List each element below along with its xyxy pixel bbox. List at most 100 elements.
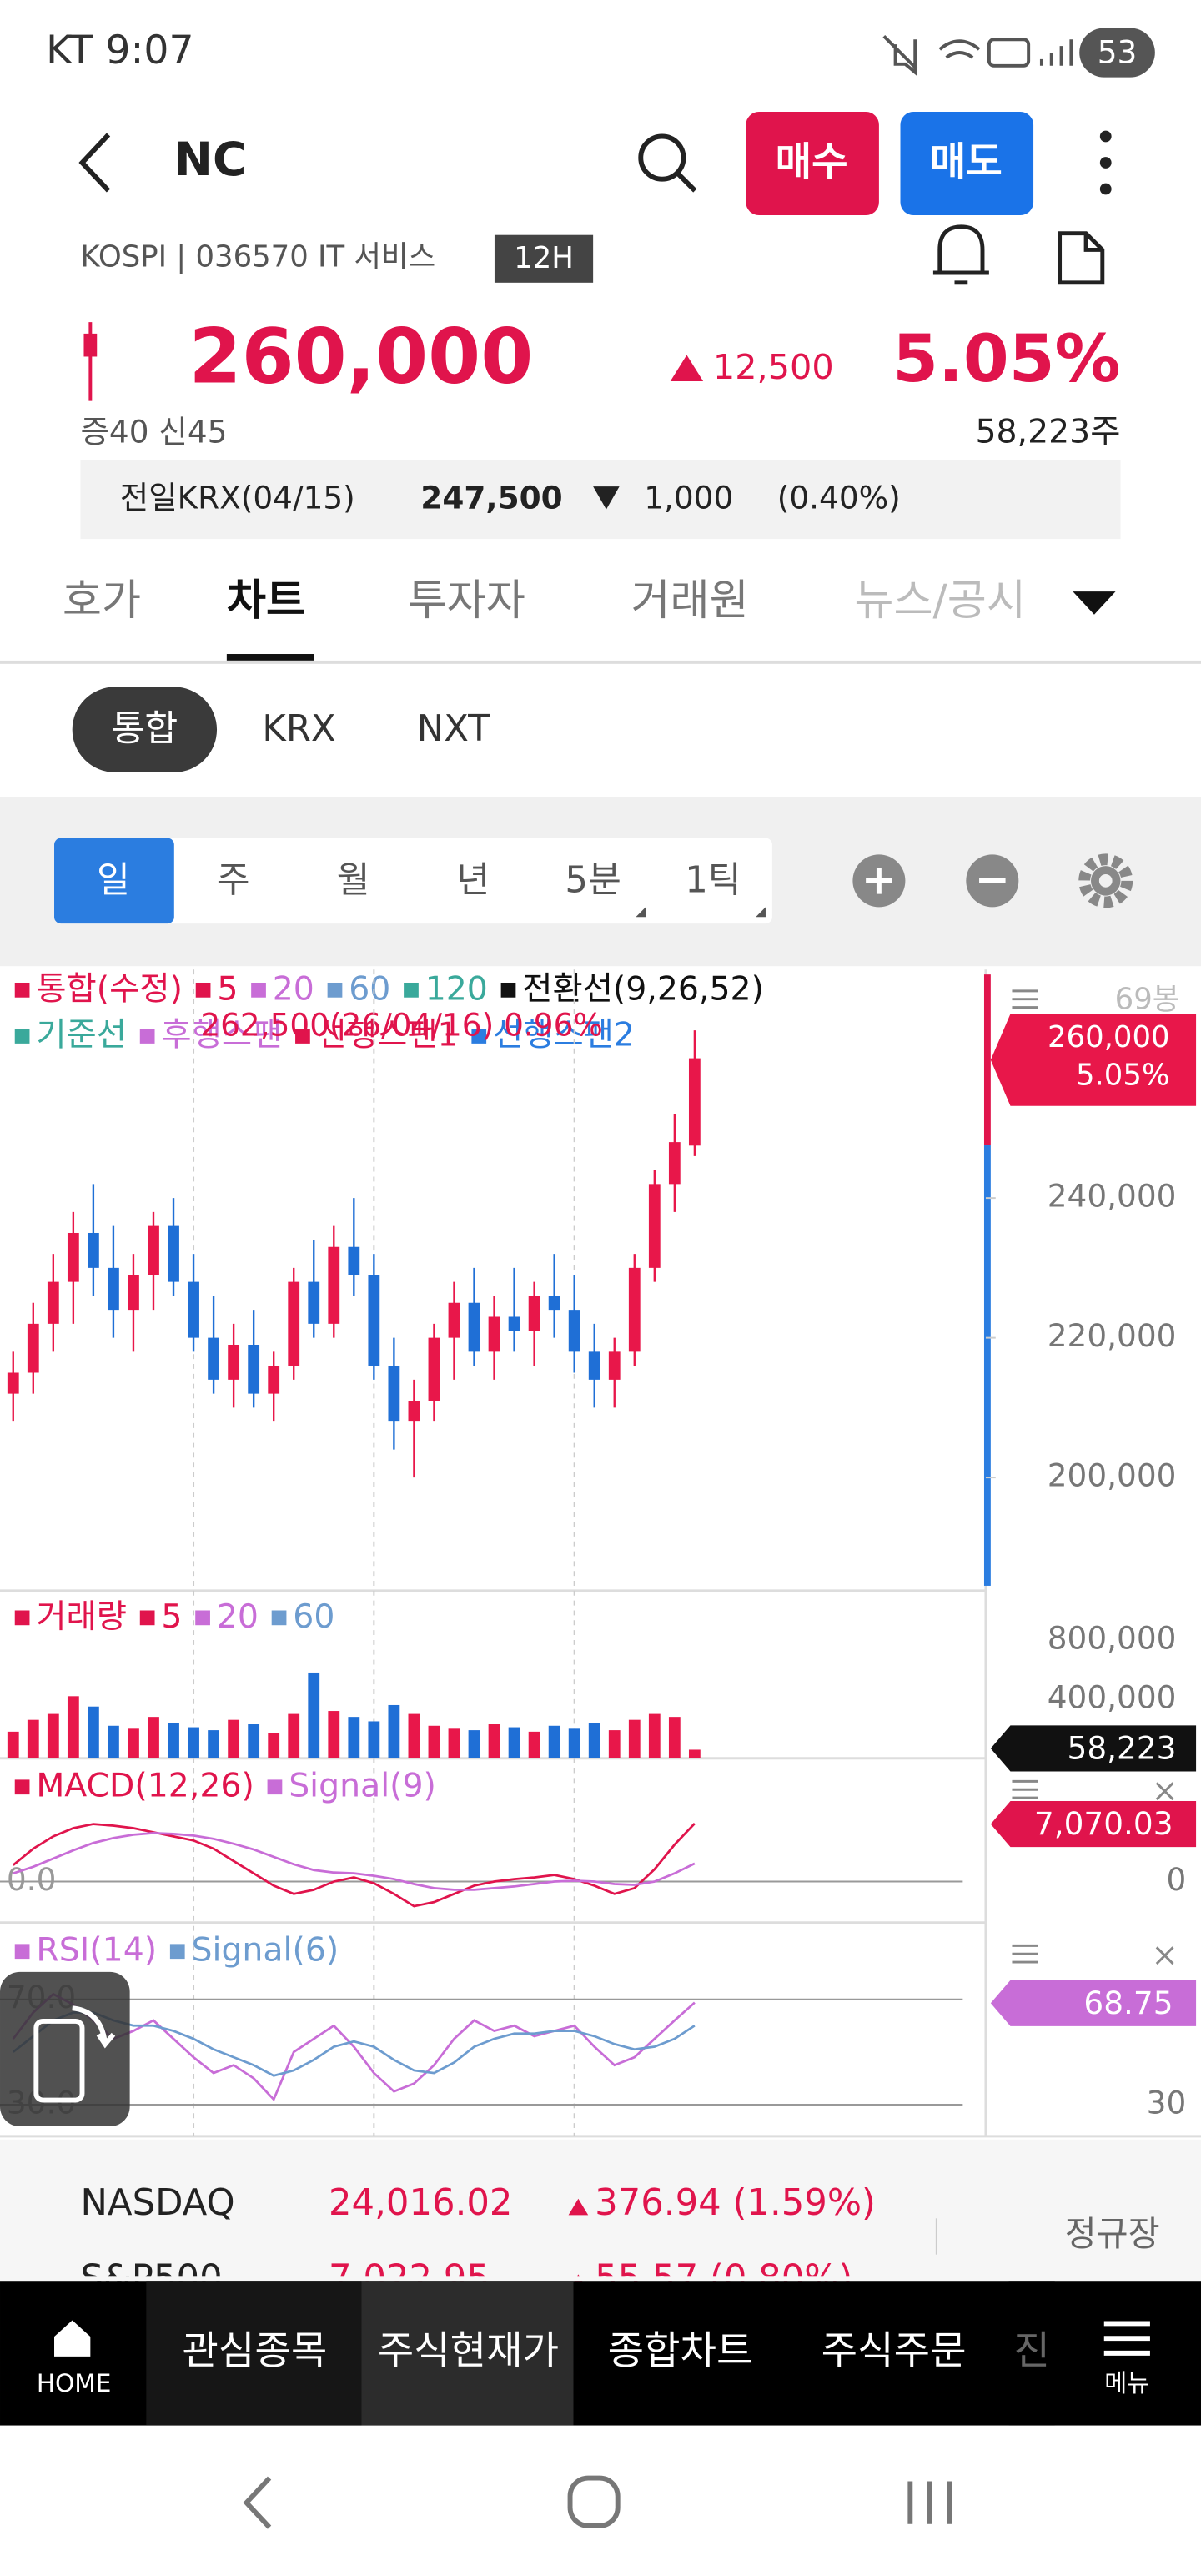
nav-item-bg — [146, 2281, 362, 2426]
ticker-area — [0, 2139, 1201, 2282]
exchange-tab[interactable]: NXT — [417, 708, 490, 750]
volume-bar — [568, 1728, 580, 1758]
period-tab[interactable]: 월 — [337, 859, 370, 901]
nav-item[interactable]: 관심종목 — [182, 2328, 327, 2374]
down-arrow — [593, 486, 620, 510]
candle-body — [27, 1323, 39, 1373]
volume-bar — [628, 1719, 641, 1758]
memo-button[interactable] — [1058, 231, 1105, 285]
volume-bar — [27, 1719, 39, 1758]
candle-body — [108, 1267, 119, 1311]
back-button[interactable] — [78, 133, 111, 193]
y-tick-label: 30 — [1147, 2084, 1187, 2121]
prev-price: 247,500 — [420, 479, 562, 516]
tab-more[interactable] — [1073, 591, 1116, 615]
candle-body — [148, 1225, 159, 1275]
zoom-out[interactable] — [966, 854, 1019, 908]
nav-item[interactable]: 메뉴 — [1104, 2369, 1149, 2397]
volume-bar — [508, 1727, 520, 1758]
candle-body — [688, 1058, 701, 1146]
volume-bar — [67, 1696, 79, 1758]
legend-swatch — [404, 982, 419, 998]
pane-menu — [1012, 1944, 1038, 1964]
legend-label: 통합(수정) — [36, 969, 183, 1008]
legend-label: 전환선(9,26,52) — [522, 969, 764, 1008]
indicator-tag — [990, 1980, 1197, 2026]
candle-body — [288, 1281, 300, 1366]
legend-label: 120 — [425, 969, 488, 1008]
candle-body — [648, 1184, 661, 1268]
period-tab[interactable]: 년 — [456, 859, 490, 901]
legend-swatch — [139, 1610, 155, 1626]
legend-label: RSI(14) — [36, 1931, 157, 1970]
battery — [1079, 28, 1155, 78]
volume-bar — [348, 1717, 360, 1758]
more-button[interactable] — [1099, 130, 1112, 195]
sell-button[interactable] — [900, 111, 1034, 216]
legend-label: 선행스팬1 — [317, 1016, 459, 1054]
legend-swatch — [195, 982, 211, 998]
candle-body — [568, 1310, 580, 1352]
range-down — [983, 1145, 991, 1586]
index-value: 24,016.02 — [329, 2182, 513, 2224]
zoom-in[interactable] — [852, 854, 906, 908]
prev-change: 1,000 — [644, 479, 733, 516]
legend-label: 거래량 — [36, 1597, 127, 1636]
candle-body — [248, 1344, 260, 1394]
candle-body — [188, 1281, 199, 1338]
period-active[interactable] — [54, 838, 174, 924]
volume-tag — [990, 1725, 1197, 1772]
exchange-tab[interactable]: KRX — [262, 708, 335, 750]
system-back[interactable] — [243, 2476, 272, 2529]
candle-body — [408, 1400, 420, 1422]
tab-underline — [226, 654, 314, 661]
volume-bar — [688, 1749, 701, 1758]
alarm-button[interactable] — [932, 224, 989, 285]
candle-body — [7, 1372, 19, 1394]
candle-body — [47, 1281, 59, 1324]
tab[interactable]: 거래원 — [631, 576, 748, 626]
period-tab[interactable]: 5분 — [565, 859, 621, 901]
nav-item[interactable]: 주식현재가 — [378, 2328, 559, 2374]
settings[interactable] — [1078, 853, 1133, 908]
tab[interactable]: 뉴스/공시 — [854, 576, 1026, 626]
pane-menu — [1012, 1779, 1038, 1799]
system-recent[interactable] — [907, 2481, 952, 2524]
candle-body — [308, 1281, 320, 1324]
legend-swatch — [14, 982, 30, 998]
legend-label: 20 — [217, 1597, 259, 1636]
candle-body — [668, 1142, 681, 1185]
divider — [0, 660, 1201, 664]
volume-bar — [648, 1713, 661, 1758]
nav-item[interactable]: HOME — [37, 2369, 112, 2397]
exchange-tab[interactable]: 통합 — [111, 708, 178, 750]
high-annotation: 262,500(26/04/16) 0.96% — [200, 1007, 603, 1044]
period-tab[interactable]: 주 — [217, 859, 250, 901]
volume-bar — [588, 1723, 600, 1758]
system-home[interactable] — [567, 2475, 621, 2528]
pane-close — [1155, 1782, 1174, 1801]
tab[interactable]: 호가 — [63, 576, 141, 626]
nav-item[interactable]: 종합차트 — [608, 2328, 753, 2374]
legend-swatch — [169, 1944, 185, 1960]
indicator-tag-value: 68.75 — [1083, 1985, 1173, 2021]
legend-swatch — [14, 1610, 30, 1626]
volume-tag-value: 58,223 — [1068, 1729, 1177, 1766]
exchange-active[interactable] — [72, 687, 218, 772]
rotate-icon — [33, 2005, 116, 2103]
period-tab[interactable]: 1틱 — [685, 859, 741, 901]
tab-active[interactable]: 차트 — [227, 576, 305, 626]
menu-icon[interactable] — [1103, 2321, 1150, 2356]
candle-body — [168, 1225, 179, 1282]
nav-item[interactable]: 주식주문 — [822, 2328, 967, 2374]
search-button[interactable] — [638, 133, 697, 193]
tab[interactable]: 투자자 — [408, 576, 525, 626]
home-icon[interactable] — [54, 2320, 91, 2357]
indicator-tag — [990, 1800, 1197, 1848]
rotate-button[interactable] — [0, 1971, 130, 2127]
period-tab[interactable]: 일 — [97, 859, 130, 901]
up-arrow — [568, 2198, 589, 2216]
buy-button[interactable] — [746, 111, 879, 216]
prev-box — [80, 460, 1121, 540]
stock-name: NC — [174, 133, 247, 187]
